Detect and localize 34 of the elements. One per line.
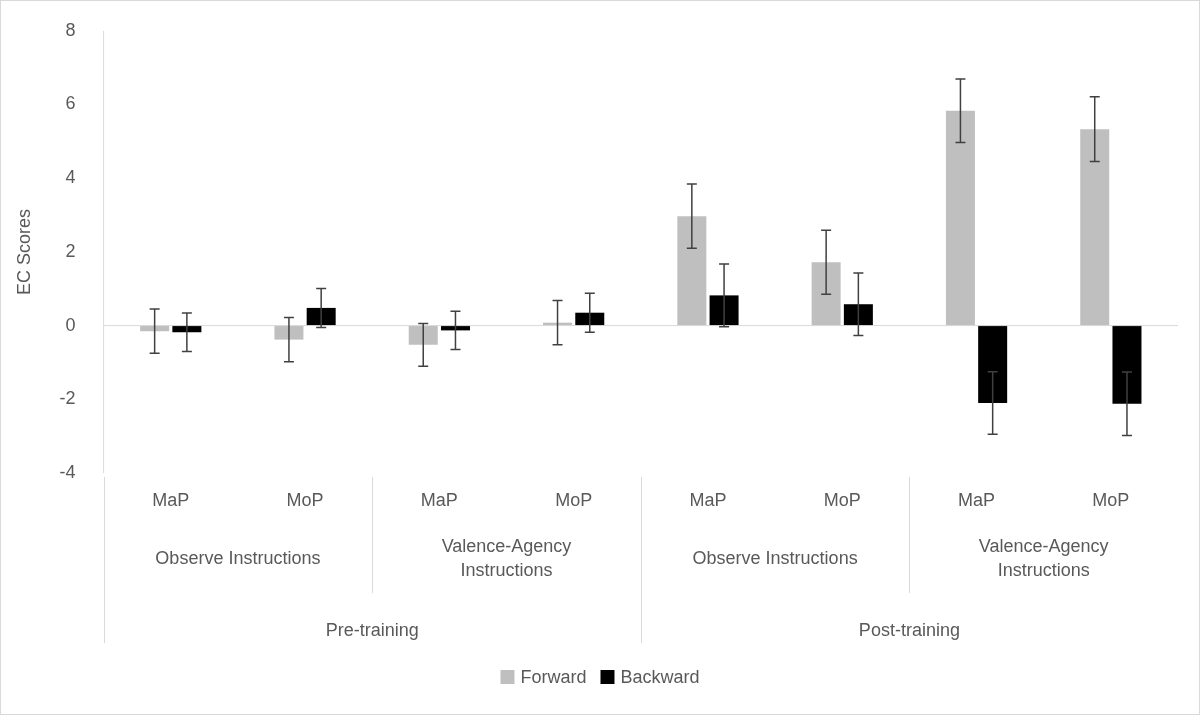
x-tick-label: MaP	[958, 489, 996, 510]
y-tick-label: 0	[65, 314, 76, 335]
x-tick-label: MaP	[152, 489, 190, 510]
bar	[811, 262, 841, 326]
x-tick-label: MaP	[420, 489, 458, 510]
y-axis-title: EC Scores	[13, 208, 34, 295]
bar	[1112, 325, 1142, 404]
x-tick-label: MoP	[1092, 489, 1130, 510]
x-tick-label: MoP	[823, 489, 861, 510]
text: Observe Instructions	[155, 547, 321, 568]
y-tick-label: 4	[65, 167, 76, 188]
y-tick-label: -2	[59, 388, 76, 409]
text: Observe Instructions	[692, 547, 858, 568]
x-tick-label: MoP	[555, 489, 593, 510]
y-tick-label: 6	[65, 93, 76, 114]
bar	[945, 110, 975, 326]
bar	[274, 325, 304, 340]
bar	[843, 304, 873, 326]
y-tick-label: 8	[65, 19, 76, 40]
bar	[408, 325, 438, 345]
bar	[1080, 129, 1110, 326]
y-tick-label: 2	[65, 240, 76, 261]
bar	[978, 325, 1008, 403]
text: Pre-training	[325, 619, 419, 640]
legend-label: Forward	[520, 666, 587, 687]
y-tick-label: -4	[59, 461, 76, 482]
text: Valence-Agency Instructions	[441, 535, 572, 580]
text: Post-training	[858, 619, 960, 640]
text: Valence-Agency Instructions	[978, 535, 1109, 580]
x-tick-label: MoP	[286, 489, 324, 510]
x-tick-label: MaP	[689, 489, 727, 510]
bar	[709, 295, 739, 326]
legend-label: Backward	[620, 666, 700, 687]
bar	[677, 216, 707, 326]
